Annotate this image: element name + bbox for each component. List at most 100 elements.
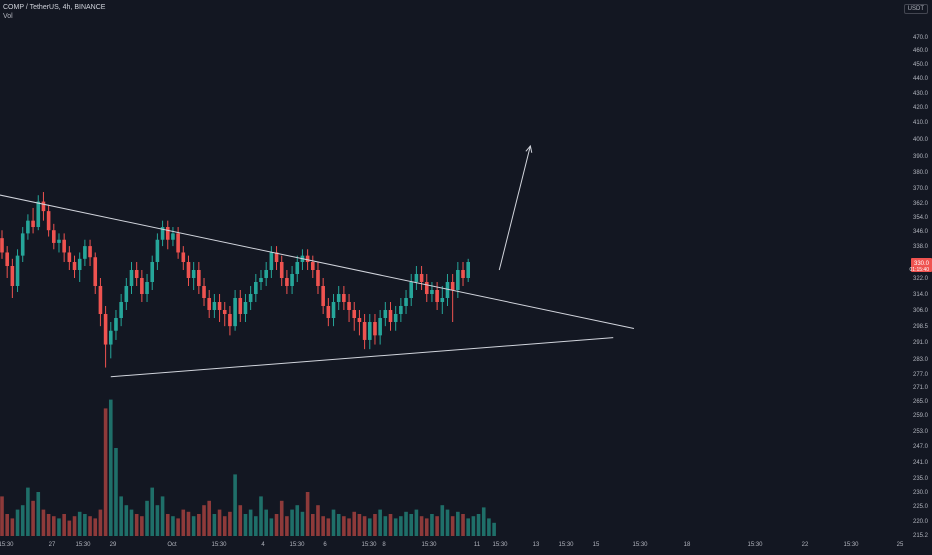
volume-bar: [197, 514, 201, 536]
volume-bar: [362, 516, 367, 536]
candle: [93, 252, 98, 294]
candle-body: [98, 286, 103, 314]
price-tick-label: 241.0: [913, 460, 929, 466]
candle: [342, 286, 346, 310]
candle-body: [311, 262, 315, 270]
price-tick-label: 283.0: [913, 357, 929, 363]
candle-body: [197, 270, 201, 286]
candle-body: [352, 310, 357, 318]
candle: [0, 230, 4, 259]
candle-body: [414, 274, 419, 282]
volume-bar: [305, 492, 310, 536]
candle: [461, 262, 465, 286]
annotations: [0, 144, 635, 378]
time-tick-label: 15:30: [492, 542, 508, 548]
price-axis[interactable]: 470.0 460.0 450.0 440.0 430.0 420.0 410.0 400.0…: [913, 35, 929, 539]
candle: [285, 270, 289, 294]
candle: [383, 302, 388, 327]
volume-bar: [20, 505, 25, 536]
volume-bar: [357, 514, 362, 536]
candle: [357, 310, 362, 336]
time-tick-label: 15:30: [421, 542, 437, 548]
time-axis[interactable]: 15:30 27 15:30 29 Oct 15:30 4 15:30 6 15:30 8 15:30…: [0, 542, 904, 548]
price-tick-label: 225.0: [913, 504, 929, 510]
candle: [388, 302, 393, 331]
volume-bar: [83, 514, 87, 536]
volume-bar: [373, 514, 377, 536]
price-tick-label: 338.0: [913, 244, 929, 250]
candle-body: [419, 274, 424, 282]
candle: [165, 220, 170, 250]
candle: [10, 258, 15, 298]
candle: [67, 246, 72, 270]
candle-body: [0, 238, 4, 253]
candle-body: [357, 318, 362, 322]
candle: [450, 274, 455, 322]
candle: [419, 266, 424, 290]
candle-body: [212, 302, 217, 310]
candle: [83, 239, 87, 266]
candle-body: [108, 330, 113, 345]
candle: [145, 274, 149, 302]
candle: [171, 227, 175, 247]
candle-body: [20, 233, 25, 256]
candle-body: [124, 286, 129, 302]
currency-badge[interactable]: USDT: [903, 4, 928, 14]
symbol-info[interactable]: COMP / TetherUS, 4h, BINANCE: [3, 4, 106, 11]
candle-body: [336, 294, 341, 302]
candle-body: [207, 298, 211, 310]
candle: [347, 294, 351, 322]
candle-body: [160, 227, 165, 240]
volume-bar: [171, 516, 175, 536]
candle: [88, 239, 92, 266]
price-tick-label: 380.0: [913, 170, 929, 176]
price-tick-label: 420.0: [913, 105, 929, 111]
price-tick-label: 271.0: [913, 385, 929, 391]
volume-bar: [108, 399, 113, 536]
volume-bar: [93, 518, 98, 536]
time-tick-label: 15:30: [361, 542, 377, 548]
volume-bar: [10, 518, 15, 536]
candle-body: [217, 302, 222, 310]
candle: [373, 314, 377, 345]
candle-body: [26, 220, 30, 234]
volume-bar: [98, 509, 103, 536]
candle: [207, 290, 211, 318]
candle-body: [228, 314, 232, 327]
time-tick-label: 27: [49, 542, 56, 548]
candle-body: [305, 255, 310, 262]
candle-body: [378, 318, 382, 336]
volume-bar: [300, 511, 305, 536]
volume-label[interactable]: Vol: [3, 13, 13, 20]
candle: [367, 314, 372, 350]
candle-body: [77, 258, 82, 270]
volume-bar: [326, 518, 331, 536]
volume-bar: [238, 505, 243, 536]
candle-body: [326, 306, 331, 318]
volume-bar: [440, 505, 445, 536]
volume-bar: [243, 514, 248, 536]
candle-body: [259, 278, 263, 282]
price-tick-label: 390.0: [913, 154, 929, 160]
candle: [259, 270, 263, 290]
volume-bar: [31, 500, 35, 536]
price-tick-label: 370.0: [913, 186, 929, 192]
candle: [114, 310, 118, 340]
volume-bar: [331, 509, 336, 536]
volume-bar: [285, 516, 289, 536]
candle-body: [383, 310, 388, 318]
volume-bar: [492, 522, 496, 536]
candle-body: [57, 239, 61, 243]
candle-body: [373, 322, 377, 336]
volume-bar: [248, 509, 253, 536]
chart-legend: COMP / TetherUS, 4h, BINANCE Vol: [3, 3, 105, 21]
time-tick-label: 15: [593, 542, 600, 548]
candle: [243, 294, 248, 322]
price-tick-label: 400.0: [913, 137, 929, 143]
candle-body: [145, 282, 149, 294]
candle-body: [393, 314, 398, 322]
candle: [295, 255, 300, 282]
